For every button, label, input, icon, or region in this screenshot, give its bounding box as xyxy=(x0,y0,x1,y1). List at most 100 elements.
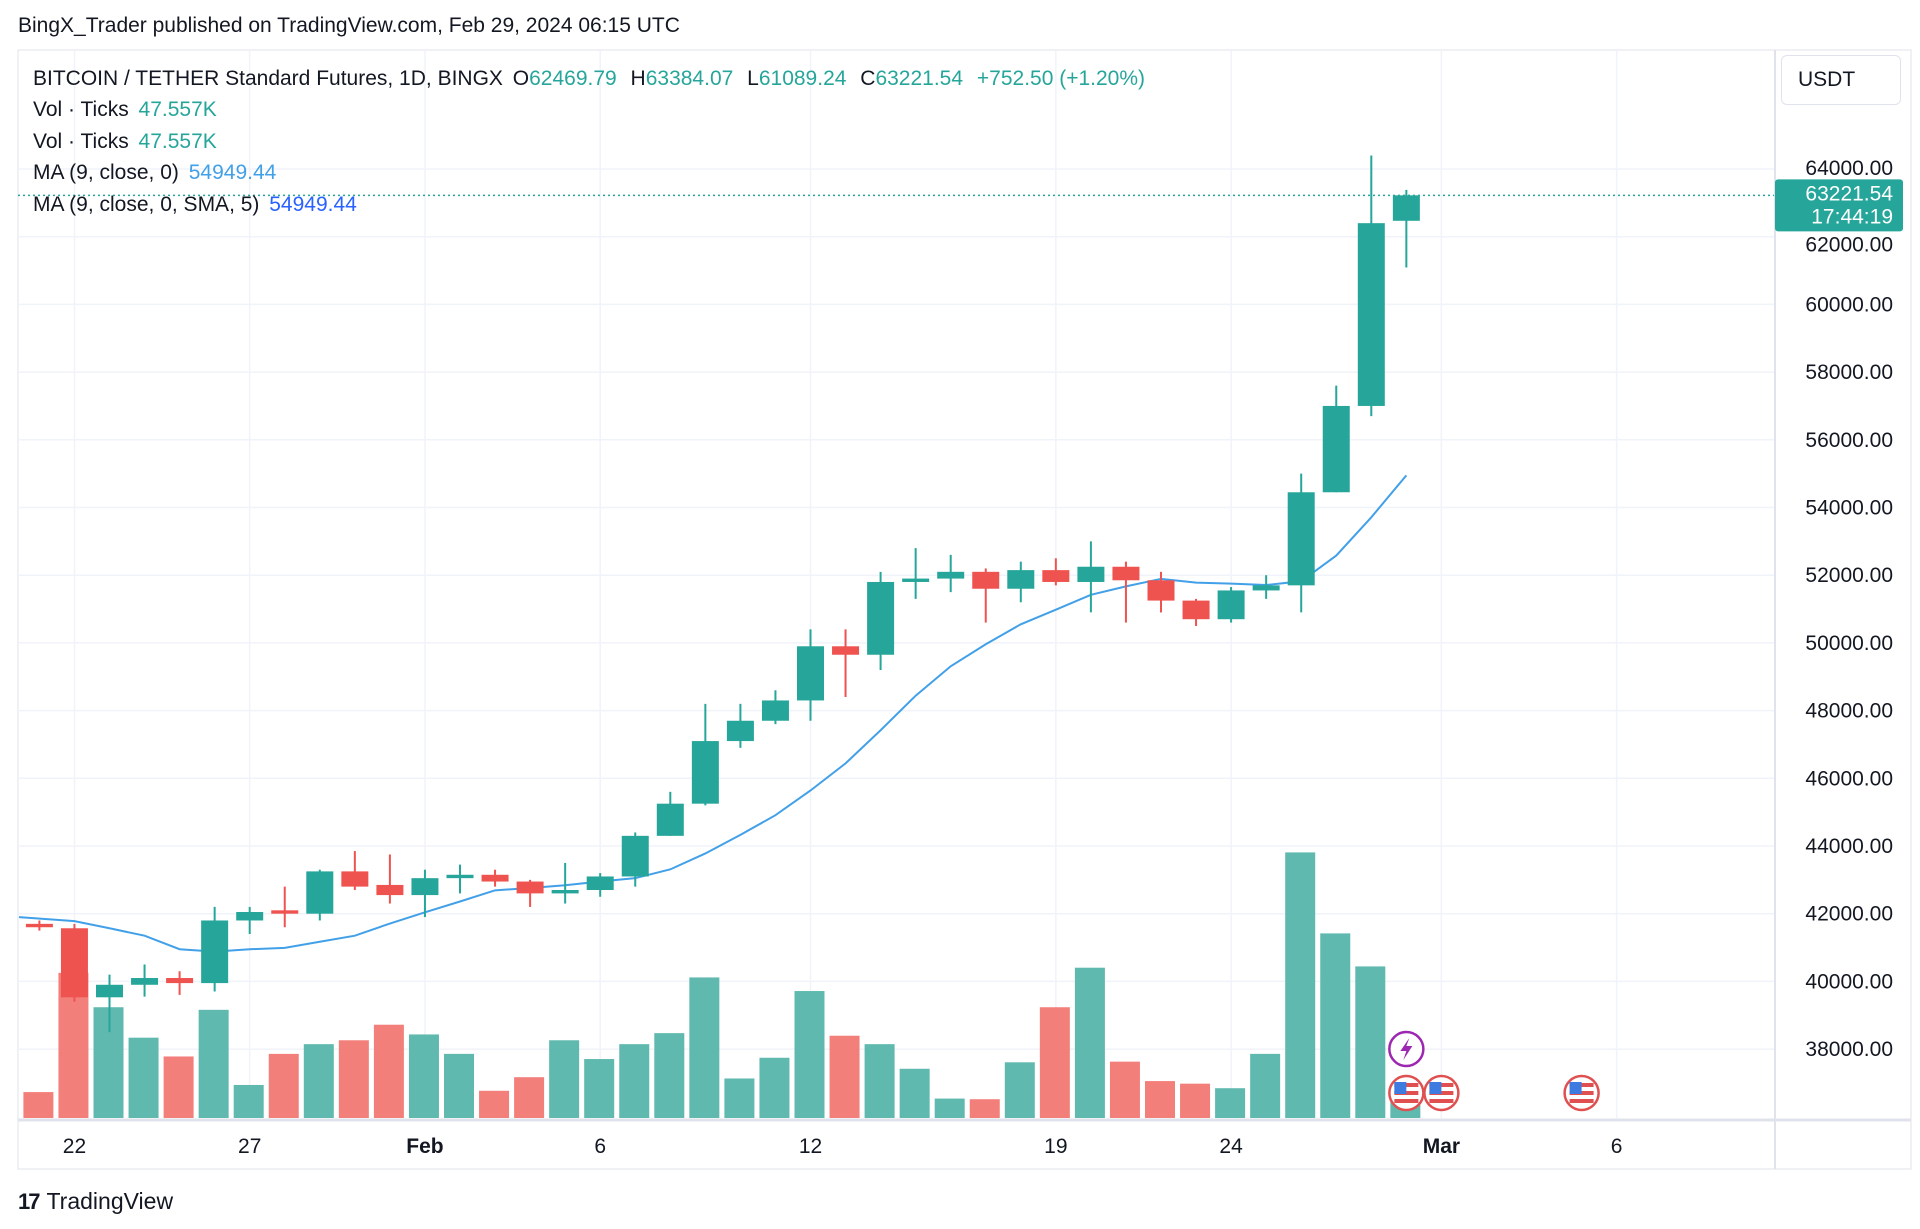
volume-bar xyxy=(724,1078,755,1118)
price-tick-label: 44000.00 xyxy=(1805,835,1893,858)
high-value: 63384.07 xyxy=(645,67,734,90)
volume-bar xyxy=(1180,1083,1211,1118)
price-tick-label: 50000.00 xyxy=(1805,632,1893,655)
volume-bar xyxy=(1004,1062,1035,1118)
time-tick-label: Feb xyxy=(406,1135,443,1158)
candle xyxy=(551,862,579,904)
time-tick-label: Mar xyxy=(1423,1135,1460,1158)
volume-bar xyxy=(373,1024,404,1118)
candle-body xyxy=(271,910,299,914)
us-flag-icon[interactable] xyxy=(1563,1074,1600,1112)
time-tick-label: 6 xyxy=(594,1135,606,1158)
candle-body xyxy=(1357,223,1385,406)
candle xyxy=(832,629,860,698)
candle-body xyxy=(797,646,824,701)
ma-value: 54949.44 xyxy=(188,161,277,184)
candle xyxy=(867,571,895,670)
candle-body xyxy=(481,874,509,882)
volume-bar xyxy=(163,1056,194,1118)
price-tick-label: 38000.00 xyxy=(1805,1038,1893,1061)
legend-ma-2[interactable]: MA (9, close, 0, SMA, 5) 54949.44 xyxy=(33,193,361,217)
price-tick-label: 48000.00 xyxy=(1805,700,1893,723)
last-price-value: 63221.54 xyxy=(1805,182,1893,205)
time-tick-label: 12 xyxy=(799,1135,822,1158)
candle-body xyxy=(972,571,1000,589)
close-label: C xyxy=(860,67,876,90)
candle-body xyxy=(516,881,544,894)
time-tick-label: 22 xyxy=(63,1135,86,1158)
candle-body xyxy=(25,923,53,928)
volume-bar xyxy=(1145,1081,1175,1118)
candle-body xyxy=(1252,585,1280,591)
volume-bar xyxy=(1250,1053,1281,1118)
candle-body xyxy=(1217,590,1245,620)
candle-body xyxy=(656,803,684,836)
volume-bar xyxy=(899,1068,930,1118)
price-tick-label: 40000.00 xyxy=(1805,970,1893,993)
volume-bar xyxy=(1215,1088,1246,1118)
legend-volume-1[interactable]: Vol · Ticks 47.557K xyxy=(33,98,221,122)
candle xyxy=(902,548,930,599)
candle xyxy=(411,869,439,918)
candle xyxy=(1392,189,1420,268)
legend-volume-2[interactable]: Vol · Ticks 47.557K xyxy=(33,130,221,154)
candle-body xyxy=(60,928,88,998)
volume-bar xyxy=(1074,967,1105,1118)
volume-bar xyxy=(1320,933,1351,1118)
candle xyxy=(726,703,754,748)
volume-bar xyxy=(514,1077,545,1118)
us-flag-icon[interactable] xyxy=(1388,1074,1425,1112)
candle-body xyxy=(131,978,159,985)
volume-bar xyxy=(689,977,720,1118)
candle xyxy=(131,964,159,997)
symbol-title[interactable]: BITCOIN / TETHER Standard Futures, 1D, B… xyxy=(33,67,503,90)
candle-body xyxy=(1287,492,1315,586)
candle xyxy=(376,854,404,904)
volume-bar xyxy=(233,1084,264,1118)
candle xyxy=(656,791,684,836)
volume-bar xyxy=(408,1034,439,1118)
volume-value: 47.557K xyxy=(138,130,217,153)
currency-button[interactable]: USDT xyxy=(1781,55,1901,105)
tradingview-logo[interactable]: 17 TradingView xyxy=(18,1188,173,1215)
price-tick-label: 60000.00 xyxy=(1805,293,1893,316)
price-tick-label: 64000.00 xyxy=(1805,157,1893,180)
price-tick-label: 42000.00 xyxy=(1805,903,1893,926)
change-value: +752.50 (+1.20%) xyxy=(976,67,1146,90)
candle-body xyxy=(1007,570,1035,589)
candle-body xyxy=(341,871,369,887)
candle xyxy=(236,906,264,935)
tradingview-logo-icon: 17 xyxy=(18,1188,41,1214)
legend-ma-1[interactable]: MA (9, close, 0) 54949.44 xyxy=(33,161,280,185)
flag-stripe xyxy=(1569,1099,1594,1103)
volume-bar xyxy=(1285,852,1316,1118)
volume-bar xyxy=(549,1040,580,1118)
bar-countdown: 17:44:19 xyxy=(1811,205,1893,228)
candle xyxy=(481,869,509,887)
volume-bar xyxy=(794,991,825,1118)
volume-bar xyxy=(619,1044,650,1118)
time-tick-label: 6 xyxy=(1611,1135,1623,1158)
lightning-icon[interactable] xyxy=(1388,1030,1425,1068)
candle xyxy=(201,906,229,992)
candle-body xyxy=(621,835,649,877)
legend-symbol-row: BITCOIN / TETHER Standard Futures, 1D, B… xyxy=(33,67,1149,91)
moving-average-line xyxy=(18,474,1408,953)
brand-name: TradingView xyxy=(46,1188,174,1214)
volume-bar xyxy=(759,1057,790,1118)
volume-bar xyxy=(1039,1007,1070,1118)
volume-bar xyxy=(198,1009,229,1118)
candle xyxy=(797,629,824,721)
flag-stripe xyxy=(1394,1099,1419,1103)
candle-body xyxy=(902,578,930,582)
candle xyxy=(306,869,334,921)
candle xyxy=(166,971,194,995)
volume-bar xyxy=(23,1092,54,1118)
low-label: L xyxy=(747,67,759,90)
candle xyxy=(25,920,53,931)
candle-body xyxy=(446,874,474,879)
us-flag-icon[interactable] xyxy=(1423,1074,1460,1112)
ma-label: MA (9, close, 0, SMA, 5) xyxy=(33,193,260,216)
candle xyxy=(1182,598,1210,626)
